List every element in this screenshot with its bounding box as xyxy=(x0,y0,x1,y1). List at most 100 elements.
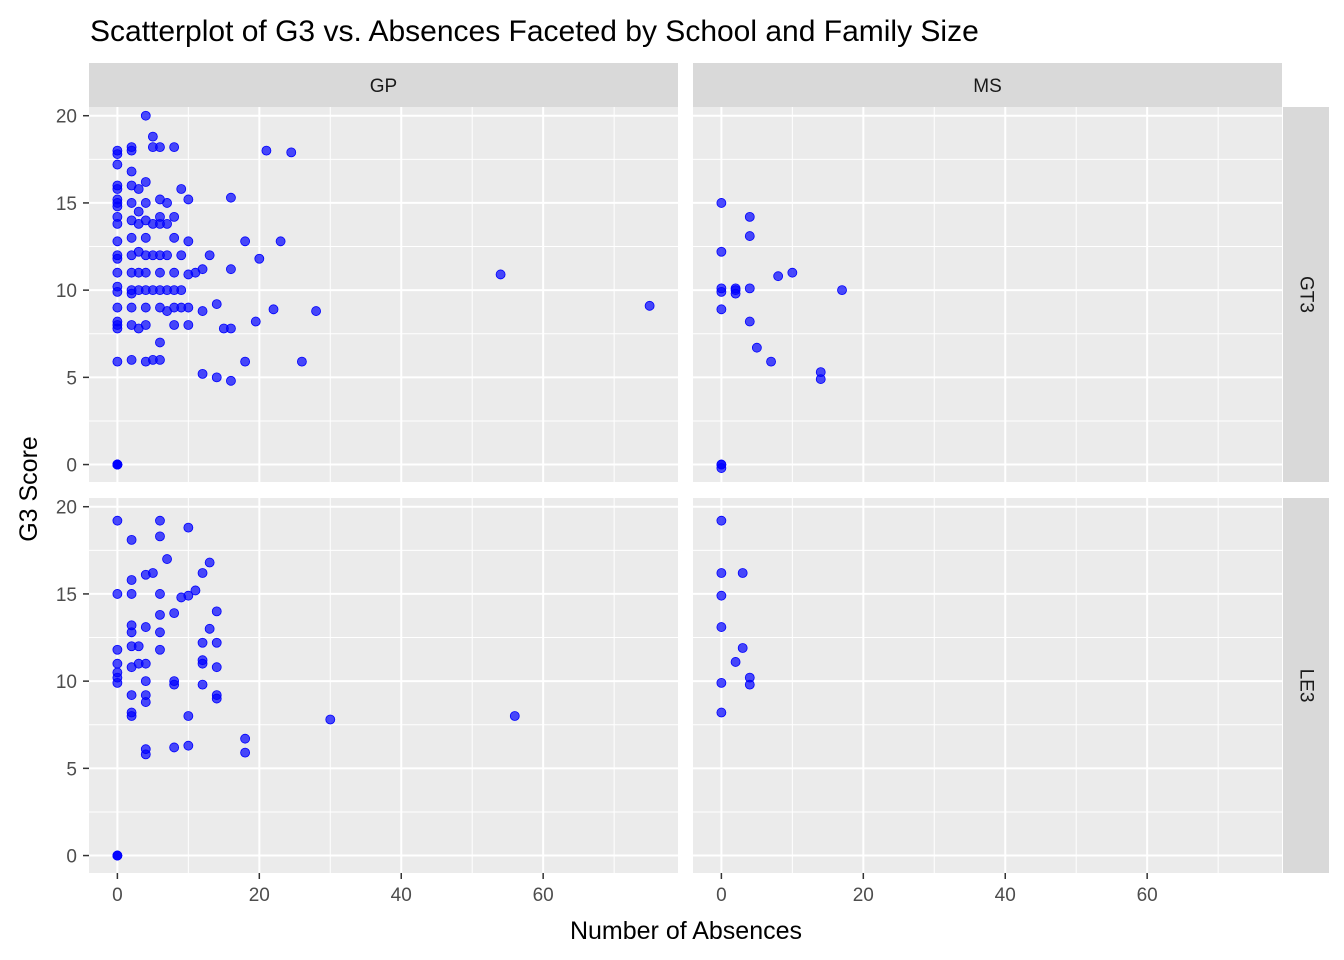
data-point xyxy=(325,714,336,725)
panel-gp-le3 xyxy=(89,498,678,873)
data-point xyxy=(183,194,194,205)
data-point xyxy=(509,711,520,721)
data-point xyxy=(155,142,165,153)
data-point xyxy=(169,742,180,753)
data-point xyxy=(169,608,180,619)
data-point xyxy=(169,211,180,222)
data-point xyxy=(169,320,180,330)
data-point xyxy=(716,283,727,294)
data-point xyxy=(204,250,215,261)
data-point xyxy=(716,677,727,688)
data-point xyxy=(162,554,172,564)
data-point xyxy=(112,644,123,655)
data-point xyxy=(773,271,784,282)
strip-label-le3: LE3 xyxy=(1296,669,1317,703)
data-point xyxy=(730,283,741,294)
x-tick-label: 40 xyxy=(995,885,1016,906)
data-point xyxy=(737,568,748,578)
data-point xyxy=(112,589,123,599)
data-point xyxy=(112,850,123,861)
strip-label-gt3: GT3 xyxy=(1296,276,1317,313)
y-tick-label: 10 xyxy=(56,281,77,302)
y-tick-label: 20 xyxy=(56,498,77,519)
data-point xyxy=(737,643,748,653)
data-point xyxy=(751,342,762,353)
data-point xyxy=(126,575,137,585)
data-point xyxy=(716,246,727,257)
data-point xyxy=(155,644,165,655)
data-point xyxy=(176,184,187,194)
data-point xyxy=(211,372,222,383)
data-point xyxy=(155,589,165,599)
data-point xyxy=(133,184,144,194)
data-point xyxy=(147,131,158,142)
data-point xyxy=(140,658,151,669)
data-point xyxy=(226,323,236,334)
data-point xyxy=(183,590,194,601)
data-point xyxy=(112,180,123,191)
data-point xyxy=(176,285,187,296)
data-point xyxy=(286,147,297,158)
data-point xyxy=(204,623,215,634)
data-point xyxy=(112,236,123,247)
points-gp-le3 xyxy=(112,515,520,861)
data-point xyxy=(744,283,755,294)
data-point xyxy=(197,306,208,316)
data-point xyxy=(112,515,123,526)
data-point xyxy=(716,568,727,578)
data-point xyxy=(112,459,123,470)
x-tick-label: 20 xyxy=(853,885,874,906)
data-point xyxy=(126,142,137,153)
data-point xyxy=(183,236,194,247)
data-point xyxy=(140,622,151,632)
data-point xyxy=(112,658,123,669)
panel-ms-gt3 xyxy=(693,107,1282,482)
data-point xyxy=(162,218,172,229)
data-point xyxy=(716,622,727,632)
data-point xyxy=(155,531,165,542)
data-point xyxy=(183,711,194,721)
data-point xyxy=(155,627,165,638)
data-point xyxy=(112,302,123,313)
strip-gp-background xyxy=(89,63,678,107)
panel-background xyxy=(693,107,1282,482)
data-point xyxy=(815,367,826,378)
data-point xyxy=(240,747,251,758)
data-point xyxy=(112,211,123,222)
panels-layer: GP MS GT3 LE3 0 5 10 15 20 0 5 10 15 20 0 20 40 60 0 20 40 60 xyxy=(56,63,1329,906)
data-point xyxy=(183,740,194,751)
data-point xyxy=(140,302,151,313)
data-point xyxy=(155,355,165,365)
data-point xyxy=(787,267,798,278)
data-point xyxy=(162,198,172,208)
data-point xyxy=(112,267,123,278)
x-tick-label: 0 xyxy=(716,885,727,906)
data-point xyxy=(766,356,776,367)
data-point xyxy=(112,194,123,205)
data-point xyxy=(155,609,165,620)
data-point xyxy=(268,304,279,315)
data-point xyxy=(197,637,208,648)
y-tick-label: 5 xyxy=(66,368,77,389)
data-point xyxy=(140,676,151,687)
data-point xyxy=(126,690,137,700)
x-tick-label: 20 xyxy=(249,885,270,906)
data-point xyxy=(169,267,180,278)
data-point xyxy=(126,166,137,177)
data-point xyxy=(112,159,123,170)
x-tick-label: 60 xyxy=(1137,885,1158,906)
y-tick-label: 5 xyxy=(66,759,77,780)
data-point xyxy=(126,589,137,599)
data-point xyxy=(155,337,165,348)
data-point xyxy=(126,534,137,545)
data-point xyxy=(126,302,137,313)
y-tick-label: 20 xyxy=(56,107,77,128)
data-point xyxy=(112,316,123,327)
data-point xyxy=(211,299,222,309)
data-point xyxy=(169,232,180,243)
data-point xyxy=(112,145,123,156)
x-tick-label: 40 xyxy=(391,885,412,906)
y-axis-title: G3 Score xyxy=(15,436,43,542)
data-point xyxy=(112,250,123,261)
